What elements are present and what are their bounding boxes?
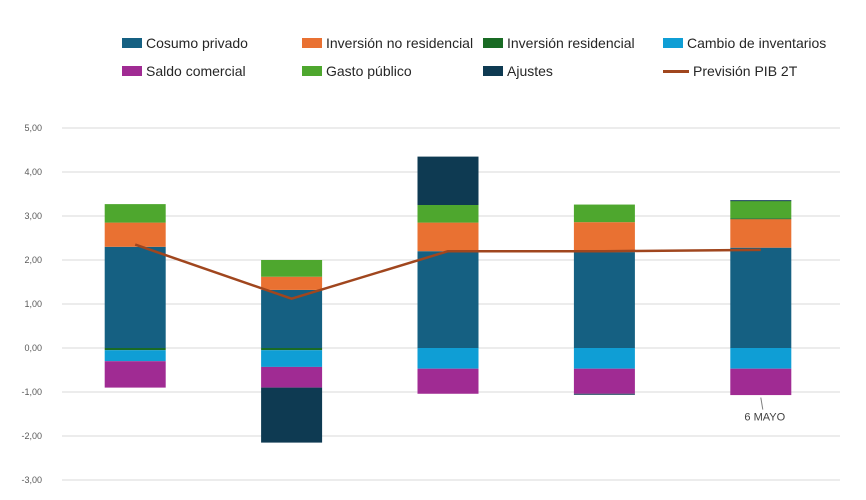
bar-segment [417,222,479,252]
legend-label: Cambio de inventarios [687,35,827,51]
bar-segment [573,252,635,348]
y-tick-label: -1,00 [21,387,42,397]
annotation-leader [760,397,764,410]
bar-segment [730,200,792,219]
bar-segment [573,348,635,369]
y-tick-label: 4,00 [24,167,42,177]
legend-item: Previsión PIB 2T [663,63,797,79]
legend-label: Inversión residencial [507,35,635,51]
bar-segment [730,368,792,396]
legend-swatch [483,66,503,76]
bar-segment [417,251,479,348]
bar-segment [573,368,635,394]
y-tick-label: 2,00 [24,255,42,265]
bar-segment [261,366,323,388]
legend-label: Inversión no residencial [326,35,474,51]
legend-item: Saldo comercial [122,63,246,79]
legend-label: Gasto público [326,63,412,79]
bar-segment [261,260,323,277]
bar-segment [104,204,166,223]
legend-label: Ajustes [507,63,553,79]
bar-segment [104,350,166,362]
y-tick-label: 3,00 [24,211,42,221]
legend-swatch [663,69,689,73]
annotation-label: 6 MAYO [744,412,785,424]
legend-item: Inversión no residencial [302,35,473,51]
legend-label: Cosumo privado [146,35,248,51]
legend-item: Gasto público [302,63,412,79]
y-tick-label: 1,00 [24,299,42,309]
bar-segment [104,246,166,348]
bar-segment [417,156,479,205]
y-tick-label: -2,00 [21,431,42,441]
bar-segment [573,222,635,253]
bar-segment [730,348,792,369]
legend-item: Inversión residencial [483,35,635,51]
bar-segment [417,348,479,369]
bar-segment [104,361,166,388]
bar-segment [730,200,792,202]
bar-segment [104,348,166,351]
chart-legend: Cosumo privado Inversión no residencial In… [0,0,866,100]
bar-segment [261,387,323,443]
legend-swatch [302,66,322,76]
legend-swatch [663,38,683,48]
legend-swatch [122,38,142,48]
bar-segment [261,350,323,367]
legend-swatch [302,38,322,48]
bar-segment [573,204,635,223]
bar-segment [417,368,479,394]
bar-segment [104,222,166,247]
y-tick-label: -3,00 [21,475,42,485]
bar-segment [573,393,635,395]
bar-segment [730,247,792,348]
bar-segment [261,348,323,351]
legend-label: Previsión PIB 2T [693,63,798,79]
bar-segment [261,276,323,290]
forecast-line [134,243,761,300]
y-tick-label: 0,00 [24,343,42,353]
bar-segment [730,219,792,248]
bar-segment [730,218,792,220]
legend-item: Cosumo privado [122,35,248,51]
legend-item: Ajustes [483,63,553,79]
legend-item: Cambio de inventarios [663,35,826,51]
y-tick-label: 5,00 [24,123,42,133]
legend-swatch [483,38,503,48]
legend-label: Saldo comercial [146,63,246,79]
legend-swatch [122,66,142,76]
bar-segment [417,205,479,223]
